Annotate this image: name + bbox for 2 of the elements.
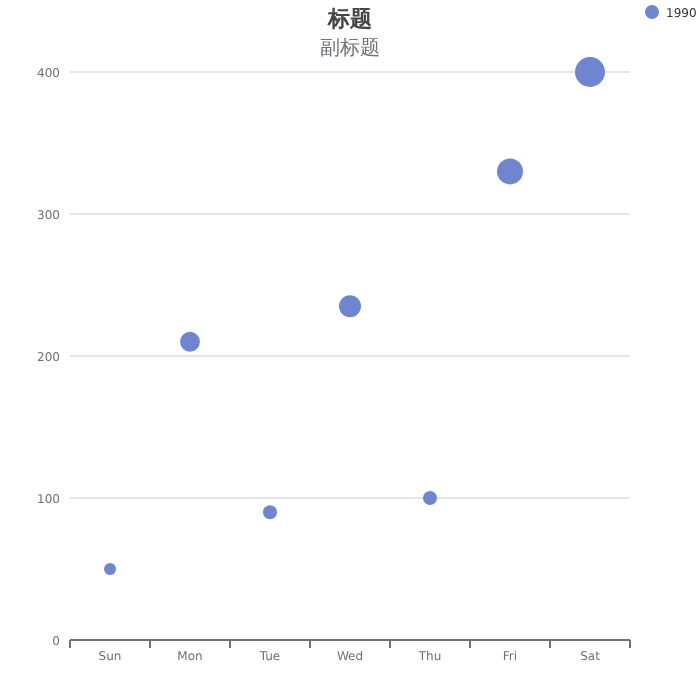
chart-subtitle: 副标题 bbox=[320, 36, 380, 60]
chart-title: 标题 bbox=[326, 6, 372, 32]
